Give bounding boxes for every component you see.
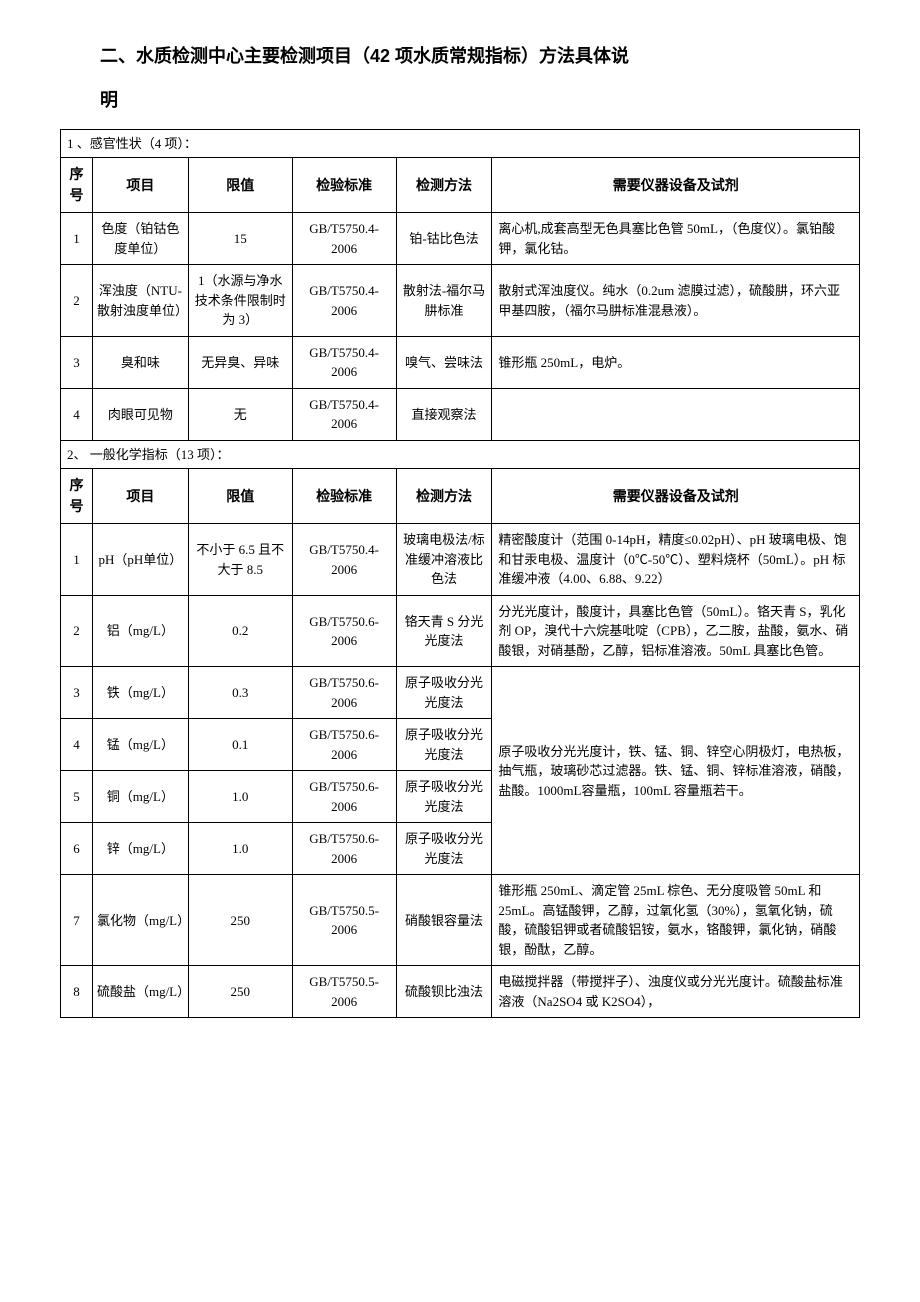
cell-std: GB/T5750.6-2006 [292, 719, 396, 771]
cell-equip: 离心机,成套高型无色具塞比色管 50mL，（色度仪）。氯铂酸钾，氯化钴。 [492, 213, 860, 265]
cell-seq: 3 [61, 336, 93, 388]
col-item: 项目 [92, 158, 188, 213]
cell-item: pH（pH单位） [92, 524, 188, 596]
cell-std: GB/T5750.5-2006 [292, 875, 396, 966]
cell-method: 硝酸银容量法 [396, 875, 492, 966]
page-title: 二、水质检测中心主要检测项目（42 项水质常规指标）方法具体说 [60, 40, 860, 72]
cell-limit: 不小于 6.5 且不大于 8.5 [188, 524, 292, 596]
cell-item: 肉眼可见物 [92, 388, 188, 440]
table-row: 7 氯化物（mg/L） 250 GB/T5750.5-2006 硝酸银容量法 锥… [61, 875, 860, 966]
cell-std: GB/T5750.6-2006 [292, 595, 396, 667]
cell-item: 锰（mg/L） [92, 719, 188, 771]
cell-item: 铝（mg/L） [92, 595, 188, 667]
cell-seq: 2 [61, 595, 93, 667]
cell-std: GB/T5750.5-2006 [292, 966, 396, 1018]
cell-item: 锌（mg/L） [92, 823, 188, 875]
cell-std: GB/T5750.6-2006 [292, 823, 396, 875]
cell-seq: 3 [61, 667, 93, 719]
cell-method: 嗅气、尝味法 [396, 336, 492, 388]
table-row: 8 硫酸盐（mg/L） 250 GB/T5750.5-2006 硫酸钡比浊法 电… [61, 966, 860, 1018]
cell-item: 臭和味 [92, 336, 188, 388]
cell-equip: 散射式浑浊度仪。纯水（0.2um 滤膜过滤），硫酸肼，环六亚甲基四胺，（福尔马肼… [492, 265, 860, 337]
cell-method: 直接观察法 [396, 388, 492, 440]
col-equip: 需要仪器设备及试剂 [492, 469, 860, 524]
cell-limit: 1.0 [188, 823, 292, 875]
cell-seq: 6 [61, 823, 93, 875]
table-row: 4 肉眼可见物 无 GB/T5750.4-2006 直接观察法 [61, 388, 860, 440]
main-table: 1 、感官性状（4 项）： 序号 项目 限值 检验标准 检测方法 需要仪器设备及… [60, 129, 860, 1019]
cell-method: 原子吸收分光光度法 [396, 771, 492, 823]
cell-seq: 5 [61, 771, 93, 823]
cell-method: 硫酸钡比浊法 [396, 966, 492, 1018]
col-seq: 序号 [61, 469, 93, 524]
cell-method: 玻璃电极法/标准缓冲溶液比色法 [396, 524, 492, 596]
cell-limit: 1.0 [188, 771, 292, 823]
col-limit: 限值 [188, 469, 292, 524]
col-std: 检验标准 [292, 158, 396, 213]
cell-std: GB/T5750.4-2006 [292, 265, 396, 337]
section1-header: 1 、感官性状（4 项）： [61, 129, 860, 158]
cell-equip: 电磁搅拌器（带搅拌子）、浊度仪或分光光度计。硫酸盐标准溶液（Na2SO4 或 K… [492, 966, 860, 1018]
col-item: 项目 [92, 469, 188, 524]
cell-item: 铜（mg/L） [92, 771, 188, 823]
cell-limit: 0.2 [188, 595, 292, 667]
section2-header-row: 2、 一般化学指标（13 项）： [61, 440, 860, 469]
cell-limit: 15 [188, 213, 292, 265]
cell-std: GB/T5750.6-2006 [292, 771, 396, 823]
cell-method: 原子吸收分光光度法 [396, 719, 492, 771]
cell-limit: 0.1 [188, 719, 292, 771]
cell-limit: 无异臭、异味 [188, 336, 292, 388]
table-row: 2 浑浊度（NTU-散射浊度单位） 1（水源与净水技术条件限制时为 3） GB/… [61, 265, 860, 337]
cell-method: 原子吸收分光光度法 [396, 667, 492, 719]
cell-std: GB/T5750.4-2006 [292, 388, 396, 440]
cell-equip: 锥形瓶 250mL，电炉。 [492, 336, 860, 388]
cell-equip: 分光光度计，酸度计，具塞比色管（50mL）。铬天青 S，乳化剂 OP，溴代十六烷… [492, 595, 860, 667]
cell-limit: 1（水源与净水技术条件限制时为 3） [188, 265, 292, 337]
cell-seq: 8 [61, 966, 93, 1018]
cell-equip: 锥形瓶 250mL、滴定管 25mL 棕色、无分度吸管 50mL 和 25mL。… [492, 875, 860, 966]
cell-item: 氯化物（mg/L） [92, 875, 188, 966]
cell-std: GB/T5750.4-2006 [292, 213, 396, 265]
cell-method: 散射法-福尔马肼标准 [396, 265, 492, 337]
cell-limit: 250 [188, 966, 292, 1018]
section2-column-header: 序号 项目 限值 检验标准 检测方法 需要仪器设备及试剂 [61, 469, 860, 524]
table-row: 1 色度（铂钴色度单位） 15 GB/T5750.4-2006 铂-钴比色法 离… [61, 213, 860, 265]
col-seq: 序号 [61, 158, 93, 213]
cell-equip [492, 388, 860, 440]
table-row: 2 铝（mg/L） 0.2 GB/T5750.6-2006 铬天青 S 分光光度… [61, 595, 860, 667]
cell-seq: 4 [61, 388, 93, 440]
section1-header-row: 1 、感官性状（4 项）： [61, 129, 860, 158]
cell-limit: 无 [188, 388, 292, 440]
cell-std: GB/T5750.6-2006 [292, 667, 396, 719]
cell-item: 浑浊度（NTU-散射浊度单位） [92, 265, 188, 337]
table-row: 3 铁（mg/L） 0.3 GB/T5750.6-2006 原子吸收分光光度法 … [61, 667, 860, 719]
cell-method: 铂-钴比色法 [396, 213, 492, 265]
cell-seq: 1 [61, 213, 93, 265]
col-method: 检测方法 [396, 469, 492, 524]
col-std: 检验标准 [292, 469, 396, 524]
cell-std: GB/T5750.4-2006 [292, 524, 396, 596]
cell-limit: 250 [188, 875, 292, 966]
table-row: 1 pH（pH单位） 不小于 6.5 且不大于 8.5 GB/T5750.4-2… [61, 524, 860, 596]
cell-item: 铁（mg/L） [92, 667, 188, 719]
col-limit: 限值 [188, 158, 292, 213]
section1-column-header: 序号 项目 限值 检验标准 检测方法 需要仪器设备及试剂 [61, 158, 860, 213]
cell-seq: 2 [61, 265, 93, 337]
cell-method: 原子吸收分光光度法 [396, 823, 492, 875]
cell-item: 色度（铂钴色度单位） [92, 213, 188, 265]
table-row: 3 臭和味 无异臭、异味 GB/T5750.4-2006 嗅气、尝味法 锥形瓶 … [61, 336, 860, 388]
cell-equip: 精密酸度计（范围 0-14pH，精度≤0.02pH）、pH 玻璃电极、饱和甘汞电… [492, 524, 860, 596]
cell-item: 硫酸盐（mg/L） [92, 966, 188, 1018]
col-equip: 需要仪器设备及试剂 [492, 158, 860, 213]
cell-seq: 7 [61, 875, 93, 966]
cell-method: 铬天青 S 分光光度法 [396, 595, 492, 667]
page-title-sub: 明 [60, 84, 860, 116]
col-method: 检测方法 [396, 158, 492, 213]
cell-std: GB/T5750.4-2006 [292, 336, 396, 388]
cell-seq: 1 [61, 524, 93, 596]
cell-limit: 0.3 [188, 667, 292, 719]
cell-equip-merged: 原子吸收分光光度计，铁、锰、铜、锌空心阴极灯，电热板，抽气瓶，玻璃砂芯过滤器。铁… [492, 667, 860, 875]
cell-seq: 4 [61, 719, 93, 771]
section2-header: 2、 一般化学指标（13 项）： [61, 440, 860, 469]
